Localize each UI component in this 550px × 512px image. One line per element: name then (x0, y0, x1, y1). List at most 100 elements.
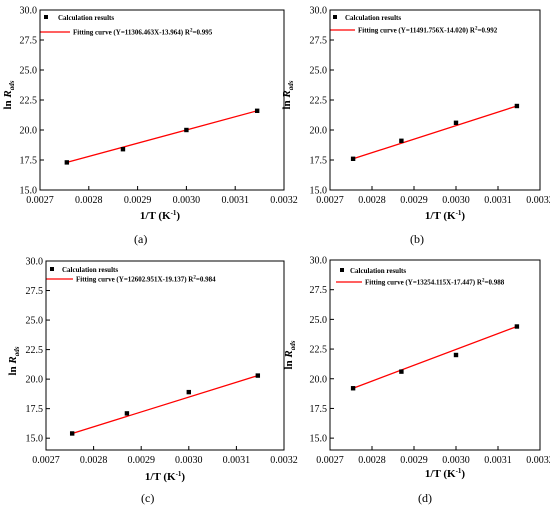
y-tick-label: 25.0 (26, 316, 44, 327)
legend-fit-equation: Fitting curve (Y=12602.951X-19.137) R (76, 276, 194, 284)
x-tick-label: 0.0029 (127, 455, 155, 466)
y-tick-label: 17.5 (26, 404, 44, 415)
y-tick-label: 27.5 (20, 36, 38, 47)
fit-line (72, 376, 258, 434)
x-axis-title: 1/T (K-1) (145, 470, 186, 483)
x-tick-label: 0.0030 (175, 455, 203, 466)
y-tick-label: 17.5 (310, 404, 328, 415)
data-point (65, 160, 69, 164)
legend-marker-square (333, 15, 337, 19)
x-axis-title: 1/T (K-1) (425, 467, 466, 480)
legend-marker-square (44, 15, 48, 19)
panel-d: Calculation results Fitting curve (Y=132… (283, 267, 505, 505)
data-point (515, 104, 519, 108)
y-axis-title: ln Rads (281, 80, 295, 109)
x-tick-label: 0.0029 (124, 195, 152, 206)
panel-label: (a) (134, 232, 147, 246)
x-tick-label: 0.0030 (173, 195, 201, 206)
x-tick-label: 0.0032 (526, 195, 550, 206)
data-point (255, 109, 259, 113)
legend-r2-value: =0.995 (192, 29, 212, 37)
data-point (351, 386, 355, 390)
data-point (256, 373, 260, 377)
plot-frame (330, 260, 540, 450)
y-tick-label: 22.5 (310, 345, 328, 356)
x-tick-label: 0.0031 (484, 455, 512, 466)
y-tick-label: 20.0 (26, 375, 44, 386)
x-tick-label: 0.0031 (221, 195, 249, 206)
data-point (121, 147, 125, 151)
x-tick-label: 0.0028 (358, 195, 386, 206)
y-tick-label: 30.0 (310, 256, 328, 267)
data-point (399, 139, 403, 143)
plot-4: 0.00270.00280.00290.00300.00310.003215.0… (310, 256, 550, 467)
y-tick-label: 25.0 (20, 66, 38, 77)
y-tick-label: 15.0 (310, 434, 328, 445)
y-axis-title: ln Rads (283, 340, 297, 369)
x-tick-label: 0.0030 (442, 195, 470, 206)
legend-c: Calculation results Fitting curve (Y=126… (46, 266, 216, 284)
data-point (515, 324, 519, 328)
x-tick-label: 0.0029 (400, 455, 428, 466)
y-tick-label: 20.0 (20, 126, 38, 137)
x-axis-title: 1/T (K-1) (425, 209, 466, 222)
x-tick-label: 0.0028 (75, 195, 103, 206)
legend-a: Calculation results Fitting curve (Y=113… (40, 14, 213, 37)
y-tick-label: 15.0 (20, 186, 38, 197)
legend-fit-equation: Fitting curve (Y=13254.115X-17.447) R (365, 279, 483, 287)
y-tick-label: 30.0 (20, 6, 38, 17)
plot-frame (40, 10, 284, 190)
x-tick-label: 0.0027 (26, 195, 54, 206)
y-tick-label: 27.5 (310, 285, 328, 296)
y-tick-label: 22.5 (26, 345, 44, 356)
legend-r2-value: =0.992 (477, 27, 497, 35)
y-tick-label: 17.5 (310, 156, 328, 167)
y-tick-label: 30.0 (310, 6, 328, 17)
panel-label: (b) (410, 232, 424, 246)
legend-r2-value: =0.984 (196, 276, 216, 284)
fit-line (67, 111, 257, 163)
x-tick-label: 0.0028 (358, 455, 386, 466)
x-tick-label: 0.0031 (223, 455, 251, 466)
y-tick-label: 20.0 (310, 126, 328, 137)
legend-fit-equation: Fitting curve (Y=11306.463X-13.964) R (73, 29, 191, 37)
y-axis-title: ln Rads (7, 346, 21, 375)
fit-line (353, 106, 517, 159)
legend-points-label: Calculation results (350, 267, 406, 275)
x-tick-label: 0.0027 (32, 455, 60, 466)
x-tick-label: 0.0032 (526, 455, 550, 466)
x-tick-label: 0.0032 (270, 195, 298, 206)
legend-r2-value: =0.988 (484, 279, 504, 287)
x-tick-label: 0.0032 (270, 455, 298, 466)
y-tick-label: 17.5 (20, 156, 38, 167)
x-axis-title: 1/T (K-1) (140, 209, 181, 222)
legend-b: Calculation results Fitting curve (Y=114… (330, 14, 498, 35)
legend-fit-label: Fitting curve (Y=12602.951X-19.137) R2=0… (76, 276, 216, 284)
y-axis-title: ln Rads (2, 80, 16, 109)
x-tick-label: 0.0031 (484, 195, 512, 206)
legend-points-label: Calculation results (58, 14, 114, 22)
data-point (454, 353, 458, 357)
legend-marker-square (340, 268, 344, 272)
x-tick-label: 0.0027 (316, 455, 344, 466)
data-point (399, 369, 403, 373)
y-tick-label: 15.0 (26, 434, 44, 445)
y-tick-label: 27.5 (310, 36, 328, 47)
panel-label: (d) (418, 491, 432, 505)
data-point (125, 411, 129, 415)
y-tick-label: 30.0 (26, 257, 44, 268)
plot-frame (330, 10, 540, 190)
y-tick-label: 22.5 (20, 96, 38, 107)
data-point (184, 128, 188, 132)
data-point (454, 121, 458, 125)
legend-fit-label: Fitting curve (Y=13254.115X-17.447) R2=0… (365, 279, 505, 287)
x-tick-label: 0.0027 (316, 195, 344, 206)
plot-2: 0.00270.00280.00290.00300.00310.003215.0… (310, 6, 550, 207)
y-tick-label: 25.0 (310, 315, 328, 326)
data-point (70, 431, 74, 435)
y-tick-label: 22.5 (310, 96, 328, 107)
legend-fit-label: Fitting curve (Y=11306.463X-13.964) R2=0… (73, 29, 213, 37)
